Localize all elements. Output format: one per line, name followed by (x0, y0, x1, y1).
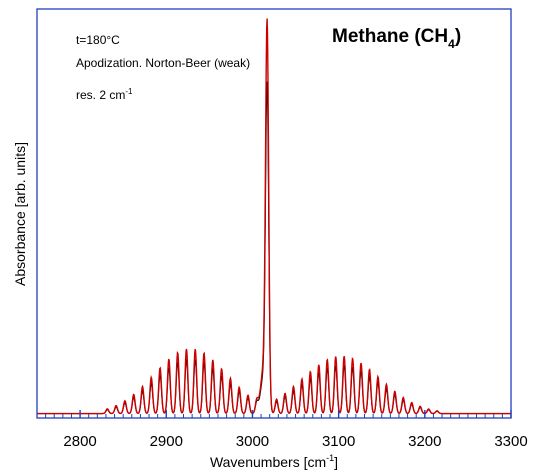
x-tick-labels: 2800 2900 3000 3100 3200 3300 (63, 433, 527, 450)
x-tick-label: 3300 (494, 433, 527, 450)
x-tick-label: 3100 (322, 433, 355, 450)
annotation-apodization: Apodization. Norton-Beer (weak) (76, 56, 250, 70)
y-axis-label: Absorbance [arb. units] (12, 142, 28, 286)
x-axis-ticks (36, 410, 512, 418)
spectrum-line-red (37, 18, 511, 415)
x-axis-label: Wavenumbers [cm-1] (210, 453, 338, 470)
chart-title: Methane (CH4) (332, 26, 461, 51)
x-tick-label: 2800 (63, 433, 96, 450)
x-tick-label: 2900 (150, 433, 183, 450)
annotation-temperature: t=180°C (76, 33, 120, 47)
x-tick-label: 3200 (408, 433, 441, 450)
annotation-resolution: res. 2 cm-1 (76, 87, 133, 102)
plot-background (37, 9, 511, 418)
series-layer (37, 18, 511, 415)
plot-frame (36, 8, 512, 419)
x-tick-label: 3000 (236, 433, 269, 450)
